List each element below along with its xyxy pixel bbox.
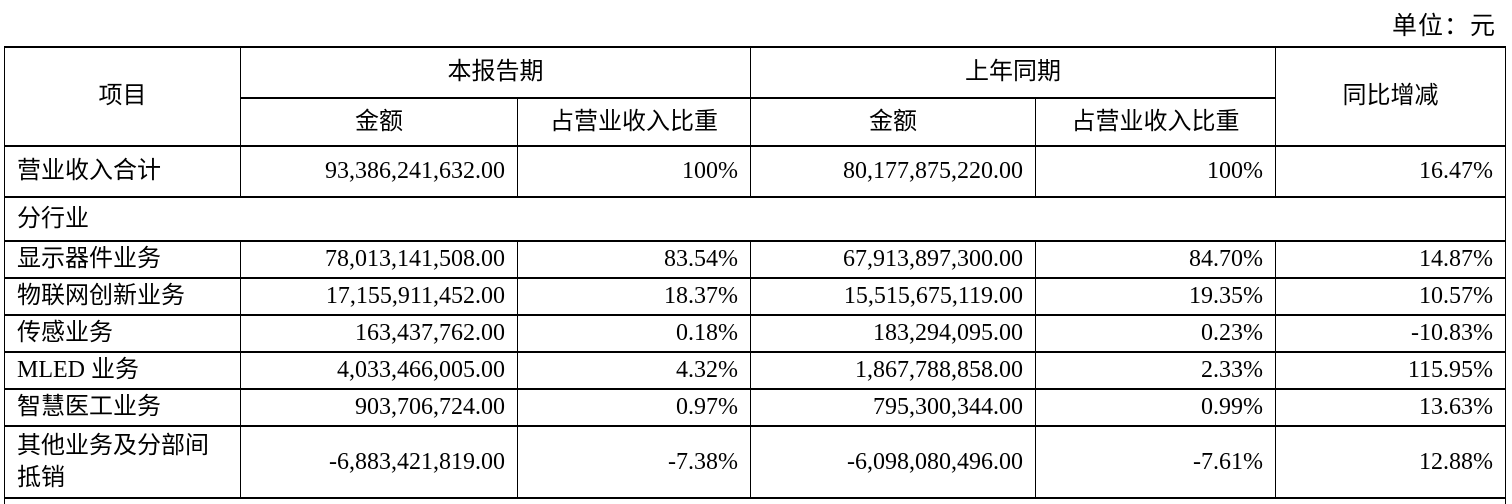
yoy-cell: 115.95%: [1275, 351, 1506, 390]
yoy-cell: 16.47%: [1275, 145, 1506, 198]
header-row-1: 项目 本报告期 上年同期 同比增减: [4, 46, 1506, 147]
yoy-cell: -10.83%: [1275, 314, 1506, 353]
current-share-cell: 100%: [517, 145, 751, 198]
header-current-amount-cell: 金额: [240, 97, 518, 147]
prior-share-cell: 84.70%: [1035, 240, 1276, 279]
header-prior-amount-cell: 金额: [750, 97, 1036, 147]
section-row: 分行业: [4, 196, 1506, 242]
prior-amount-cell: 80,177,875,220.00: [750, 145, 1036, 198]
header-current-period-cell: 本报告期: [240, 46, 751, 99]
prior-amount-cell: 795,300,344.00: [750, 388, 1036, 427]
total-row: 营业收入合计 93,386,241,632.00 100% 80,177,875…: [4, 145, 1506, 198]
current-amount-cell: 163,437,762.00: [240, 314, 518, 353]
table-row: 物联网创新业务 17,155,911,452.00 18.37% 15,515,…: [4, 277, 1506, 316]
header-item-cell: 项目: [4, 46, 241, 147]
current-share-cell: 0.18%: [517, 314, 751, 353]
table-row: 显示器件业务 78,013,141,508.00 83.54% 67,913,8…: [4, 240, 1506, 279]
table-row: 智慧医工业务 903,706,724.00 0.97% 795,300,344.…: [4, 388, 1506, 427]
bottom-partial-cell: [4, 497, 1506, 504]
prior-share-cell: 19.35%: [1035, 277, 1276, 316]
row-label-cell: 传感业务: [4, 314, 241, 353]
row-label-cell: 营业收入合计: [4, 145, 241, 198]
current-share-cell: 83.54%: [517, 240, 751, 279]
current-share-cell: 4.32%: [517, 351, 751, 390]
table-row: MLED 业务 4,033,466,005.00 4.32% 1,867,788…: [4, 351, 1506, 390]
prior-amount-cell: -6,098,080,496.00: [750, 425, 1036, 499]
prior-share-cell: -7.61%: [1035, 425, 1276, 499]
current-amount-cell: 4,033,466,005.00: [240, 351, 518, 390]
row-label-cell: 显示器件业务: [4, 240, 241, 279]
current-amount-cell: 78,013,141,508.00: [240, 240, 518, 279]
current-share-cell: 18.37%: [517, 277, 751, 316]
unit-label: 单位：元: [1391, 13, 1496, 40]
prior-share-cell: 100%: [1035, 145, 1276, 198]
yoy-cell: 13.63%: [1275, 388, 1506, 427]
current-amount-cell: -6,883,421,819.00: [240, 425, 518, 499]
prior-amount-cell: 67,913,897,300.00: [750, 240, 1036, 279]
row-label-cell: MLED 业务: [4, 351, 241, 390]
header-yoy-cell: 同比增减: [1275, 46, 1506, 147]
section-label-cell: 分行业: [4, 196, 1506, 242]
current-amount-cell: 93,386,241,632.00: [240, 145, 518, 198]
row-label-cell: 智慧医工业务: [4, 388, 241, 427]
prior-share-cell: 0.23%: [1035, 314, 1276, 353]
prior-amount-cell: 183,294,095.00: [750, 314, 1036, 353]
current-share-cell: -7.38%: [517, 425, 751, 499]
revenue-breakdown-table: 项目 本报告期 上年同期 同比增减 金额 占营业收入比重 金额 占营业收入比重 …: [4, 46, 1506, 504]
prior-amount-cell: 1,867,788,858.00: [750, 351, 1036, 390]
current-amount-cell: 17,155,911,452.00: [240, 277, 518, 316]
header-row-2: 金额 占营业收入比重 金额 占营业收入比重: [5, 97, 1506, 147]
header-prior-period-cell: 上年同期: [750, 46, 1276, 99]
yoy-cell: 10.57%: [1275, 277, 1506, 316]
header-current-share-cell: 占营业收入比重: [517, 97, 751, 147]
table-row: 其他业务及分部间抵销 -6,883,421,819.00 -7.38% -6,0…: [4, 425, 1506, 499]
header-prior-share-cell: 占营业收入比重: [1035, 97, 1276, 147]
current-amount-cell: 903,706,724.00: [240, 388, 518, 427]
prior-amount-cell: 15,515,675,119.00: [750, 277, 1036, 316]
row-label-cell: 其他业务及分部间抵销: [4, 425, 241, 499]
table-row: 传感业务 163,437,762.00 0.18% 183,294,095.00…: [4, 314, 1506, 353]
yoy-cell: 12.88%: [1275, 425, 1506, 499]
current-share-cell: 0.97%: [517, 388, 751, 427]
prior-share-cell: 0.99%: [1035, 388, 1276, 427]
bottom-partial-row: [4, 497, 1506, 504]
prior-share-cell: 2.33%: [1035, 351, 1276, 390]
yoy-cell: 14.87%: [1275, 240, 1506, 279]
row-label-cell: 物联网创新业务: [4, 277, 241, 316]
